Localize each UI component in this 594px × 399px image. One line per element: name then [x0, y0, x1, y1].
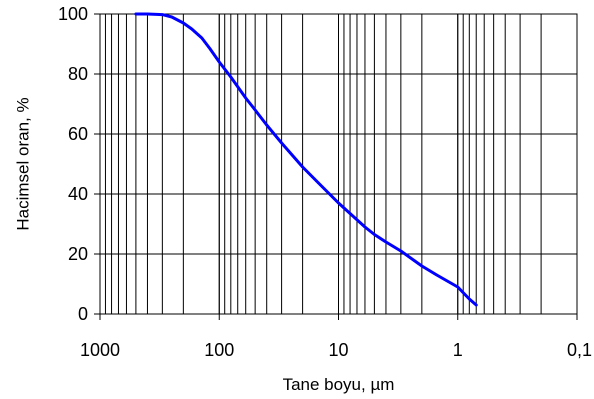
y-tick-label: 0: [78, 304, 88, 324]
y-tick-label: 20: [68, 244, 88, 264]
x-axis-title: Tane boyu, µm: [283, 375, 395, 394]
y-tick-label: 100: [58, 4, 88, 24]
y-tick-label: 60: [68, 124, 88, 144]
y-axis-title: Hacimsel oran, %: [13, 97, 32, 230]
y-axis-ticks: 0 20 40 60 80 100: [58, 4, 100, 324]
y-tick-label: 40: [68, 184, 88, 204]
x-tick-label: 1: [453, 340, 463, 360]
x-axis-ticks: 1000 100 10 1 0,1: [80, 314, 592, 360]
x-tick-label: 100: [204, 340, 234, 360]
y-tick-label: 80: [68, 64, 88, 84]
x-tick-label: 0,1: [567, 340, 592, 360]
grid: [99, 13, 578, 315]
x-tick-label: 10: [328, 340, 348, 360]
x-tick-label: 1000: [80, 340, 120, 360]
series-line: [134, 12, 478, 307]
series-layer: [134, 12, 478, 307]
